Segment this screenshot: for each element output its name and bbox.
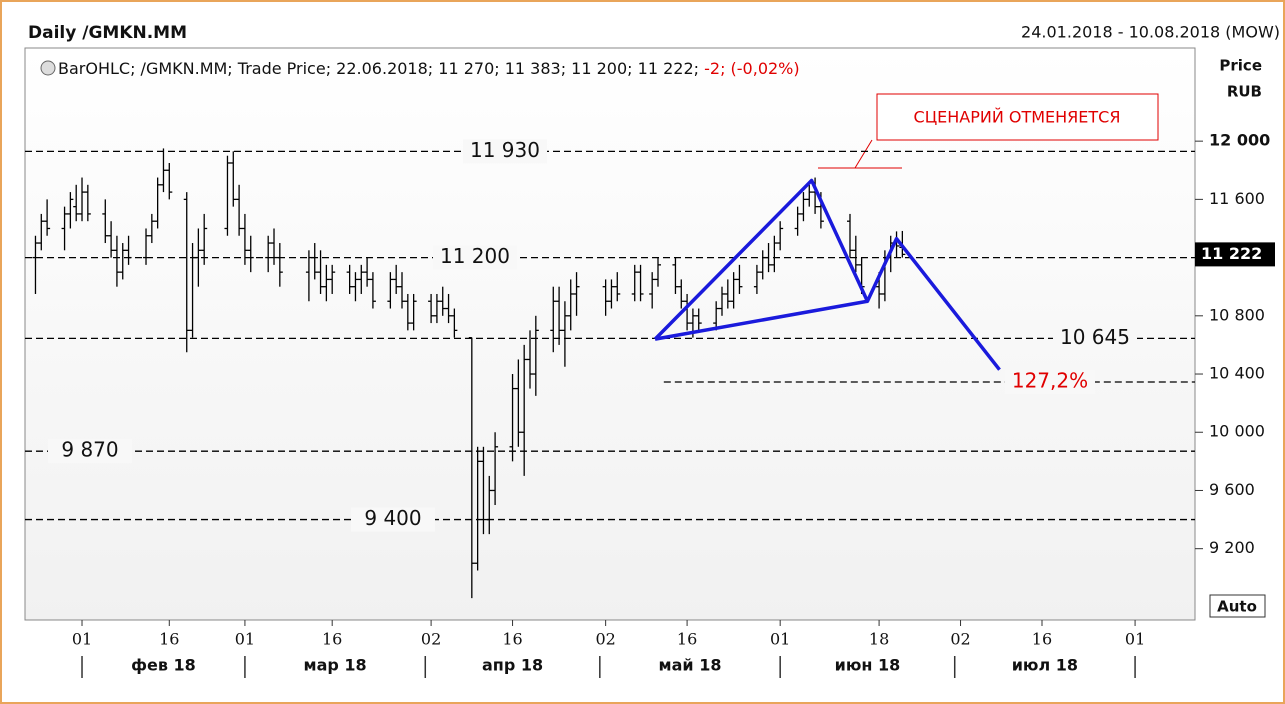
y-tick-label: 11 600 (1209, 189, 1265, 208)
month-label: апр 18 (482, 656, 543, 675)
x-tick-label: 16 (677, 630, 697, 649)
x-tick-label: 01 (235, 630, 255, 649)
level-label-bg (48, 439, 132, 464)
x-tick-label: 01 (1125, 630, 1145, 649)
y-axis-label: RUB (1227, 83, 1262, 101)
annotation-box (876, 93, 1159, 141)
legend-change: -2; (-0,02%) (704, 59, 800, 78)
level-label: 9 870 (61, 438, 118, 462)
y-axis-label: Price (1219, 57, 1262, 75)
month-label: фев 18 (131, 656, 196, 675)
x-tick-label: 16 (159, 630, 179, 649)
x-tick-label: 01 (770, 630, 790, 649)
level-label: 9 400 (364, 506, 421, 530)
x-tick-label: 02 (595, 630, 615, 649)
plot-area (24, 47, 1196, 621)
x-tick-label: 02 (950, 630, 970, 649)
x-tick-label: 02 (421, 630, 441, 649)
legend-info: BarOHLC; /GMKN.MM; Trade Price; 22.06.20… (58, 59, 699, 78)
y-tick-label: 10 800 (1209, 305, 1265, 324)
legend-icon (40, 60, 56, 76)
last-price-box (1195, 242, 1275, 267)
y-tick-label: 10 400 (1209, 364, 1265, 383)
month-label: мар 18 (304, 656, 367, 675)
legend-text: BarOHLC; /GMKN.MM; Trade Price; 22.06.20… (58, 59, 800, 78)
level-label: 11 200 (440, 244, 510, 268)
level-label-bg (1053, 326, 1137, 351)
last-price-label: 11 222 (1201, 244, 1262, 263)
pattern-line (654, 299, 868, 341)
annotation-line (854, 139, 873, 169)
extension-label: 127,2% (1012, 369, 1088, 393)
x-tick-label: 16 (1032, 630, 1052, 649)
month-label: июл 18 (1012, 656, 1078, 675)
level-label-bg (351, 507, 435, 532)
y-tick-label: 9 600 (1209, 480, 1255, 499)
level-label-bg (433, 245, 517, 270)
x-tick-label: 16 (322, 630, 342, 649)
date-range: 24.01.2018 - 10.08.2018 (MOW) (1021, 23, 1280, 42)
y-tick-label: 12 000 (1209, 131, 1270, 150)
level-label-bg (463, 139, 547, 164)
level-label: 11 930 (470, 138, 540, 162)
annotation: СЦЕНАРИЙ ОТМЕНЯЕТСЯ (914, 108, 1121, 127)
x-tick-label: 01 (72, 630, 92, 649)
month-label: май 18 (659, 656, 722, 675)
month-label: июн 18 (835, 656, 901, 675)
y-tick-label: 9 200 (1209, 538, 1255, 557)
level-label: 10 645 (1060, 325, 1130, 349)
extension-label-bg (1005, 370, 1095, 395)
x-tick-label: 18 (869, 630, 889, 649)
auto-button[interactable] (1209, 594, 1266, 618)
chart-title: Daily /GMKN.MM (28, 23, 187, 43)
x-tick-label: 16 (502, 630, 522, 649)
auto-label[interactable]: Auto (1217, 598, 1257, 616)
y-tick-label: 10 000 (1209, 422, 1265, 441)
